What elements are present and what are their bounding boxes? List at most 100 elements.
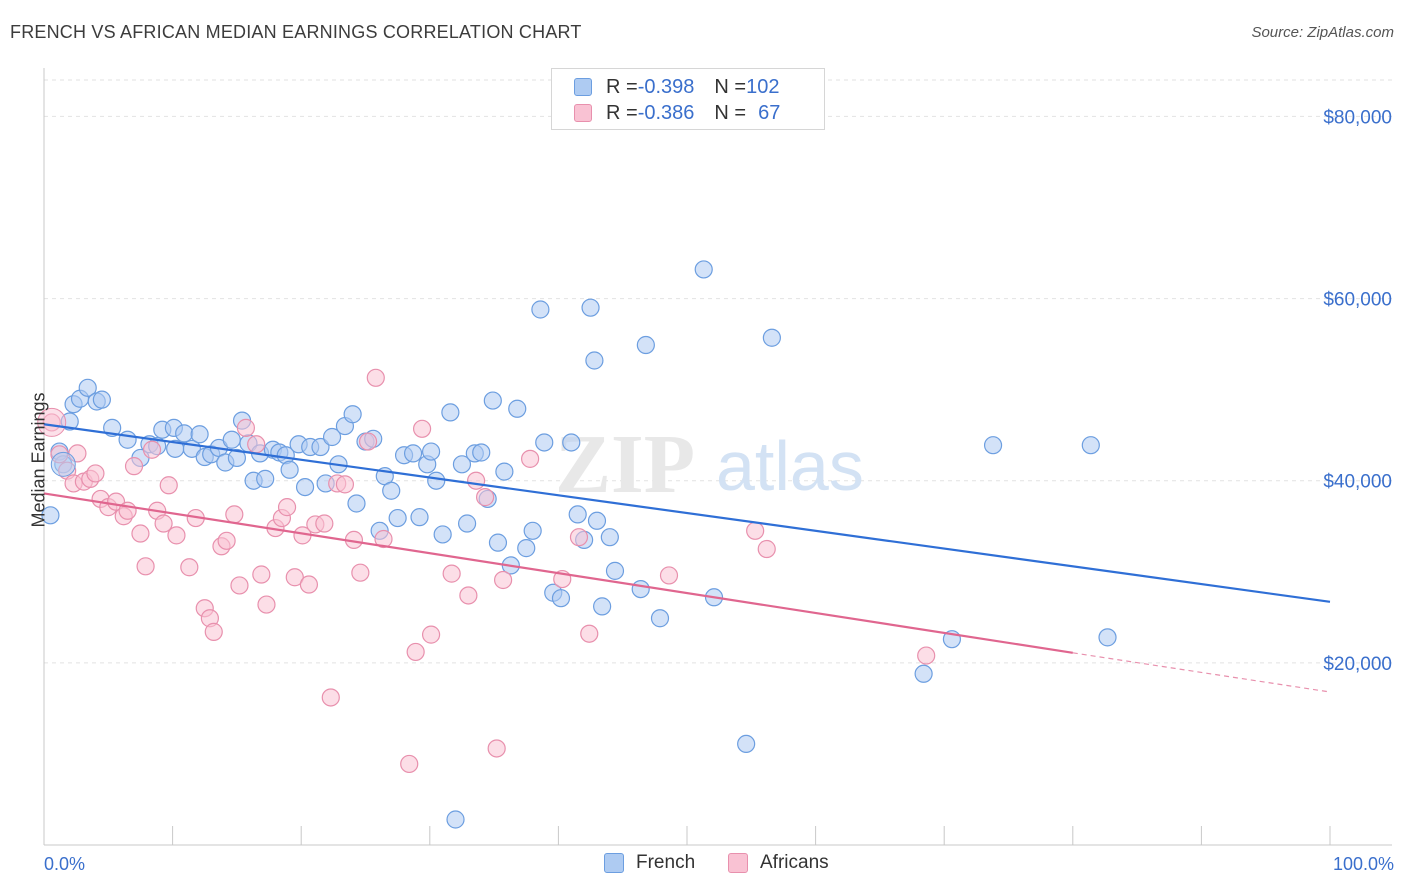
- africans-legend-label: Africans: [760, 852, 829, 873]
- africans-point: [217, 531, 236, 550]
- africans-point: [442, 564, 461, 583]
- french-point: [587, 511, 607, 530]
- africans-point: [180, 558, 199, 577]
- africans-point: [475, 488, 495, 507]
- french-point: [495, 462, 514, 481]
- y-axis-label: Median Earnings: [28, 392, 49, 528]
- french-point: [92, 390, 111, 409]
- africans-point: [142, 440, 162, 459]
- x-tick-label: 0.0%: [44, 854, 85, 874]
- y-tick-label: $80,000: [1323, 107, 1392, 128]
- africans-point: [351, 563, 370, 582]
- french-point: [737, 734, 756, 754]
- africans-point: [366, 368, 385, 387]
- africans-swatch: [574, 104, 592, 122]
- french-point: [441, 403, 460, 422]
- french-point: [118, 430, 137, 449]
- french-point: [190, 425, 209, 444]
- africans-point: [230, 576, 249, 595]
- french-point: [343, 405, 362, 424]
- africans-point: [236, 418, 256, 437]
- french-point: [347, 494, 366, 513]
- r-value: -0.398: [637, 75, 695, 98]
- french-legend-label: French: [636, 852, 696, 873]
- french-swatch: [574, 78, 592, 96]
- french-point: [311, 437, 330, 457]
- french-point: [562, 433, 581, 452]
- africans-trend-extension: [1072, 652, 1331, 693]
- n-label: N =: [714, 101, 747, 124]
- y-tick-label: $40,000: [1323, 472, 1392, 493]
- french-point: [605, 561, 625, 580]
- y-tick-label: $20,000: [1323, 654, 1392, 675]
- africans-point: [569, 528, 589, 547]
- french-point: [472, 443, 491, 462]
- french-point: [410, 508, 429, 527]
- africans-point: [746, 521, 765, 540]
- french-point: [382, 481, 401, 500]
- legend-row-french: R = -0.398 N = 102: [574, 75, 779, 99]
- french-point: [983, 436, 1003, 455]
- french-point: [762, 328, 781, 347]
- africans-point: [406, 642, 425, 662]
- french-point: [452, 455, 472, 474]
- africans-point: [247, 435, 266, 454]
- french-point: [388, 508, 407, 528]
- africans-point: [321, 688, 340, 707]
- africans-point: [521, 449, 540, 468]
- r-label: R =: [606, 75, 638, 98]
- correlation-legend: R = -0.398 N = 102 R = -0.386 N = 67: [551, 68, 825, 130]
- r-value: -0.386: [637, 101, 695, 124]
- africans-point: [299, 575, 319, 594]
- n-label: N =: [714, 75, 747, 98]
- africans-point: [358, 432, 378, 451]
- africans-point: [131, 524, 150, 543]
- n-value: 102: [746, 75, 780, 98]
- french-point: [650, 609, 670, 628]
- french-point: [636, 335, 655, 355]
- africans-point: [136, 557, 155, 576]
- africans-legend-swatch: [728, 853, 748, 873]
- french-point: [446, 810, 465, 829]
- french-point: [508, 399, 527, 418]
- french-point: [585, 351, 604, 370]
- french-point: [535, 433, 554, 452]
- chart-source: Source: ZipAtlas.com: [1251, 24, 1394, 41]
- africans-point: [494, 570, 513, 590]
- africans-point: [917, 646, 936, 665]
- series-legend: French Africans: [0, 852, 1406, 876]
- french-point: [78, 378, 97, 397]
- africans-point: [154, 514, 173, 533]
- africans-point: [159, 476, 178, 495]
- africans-point: [400, 754, 419, 774]
- africans-point: [374, 529, 393, 549]
- africans-point: [487, 739, 506, 758]
- africans-point: [167, 526, 186, 545]
- french-point: [593, 597, 612, 616]
- french-point: [1098, 628, 1117, 647]
- french-point: [914, 664, 933, 683]
- french-point: [483, 391, 502, 410]
- french-legend-swatch: [604, 853, 624, 873]
- french-point: [551, 589, 571, 608]
- africans-point: [421, 625, 441, 644]
- watermark-atlas: atlas: [716, 427, 864, 505]
- africans-point: [37, 407, 67, 437]
- africans-point: [459, 586, 478, 605]
- legend-item-french[interactable]: French: [604, 852, 695, 874]
- africans-point: [580, 624, 599, 643]
- french-point: [50, 451, 76, 477]
- legend-item-africans[interactable]: Africans: [728, 852, 829, 874]
- watermark-zip: ZIP: [555, 418, 695, 511]
- r-label: R =: [606, 101, 638, 124]
- africans-trend-line: [43, 492, 1073, 654]
- french-point: [631, 579, 650, 599]
- africans-point: [466, 471, 486, 490]
- africans-point: [225, 505, 244, 524]
- french-point: [694, 260, 713, 279]
- french-point: [523, 521, 542, 540]
- africans-point: [285, 568, 304, 587]
- french-point: [280, 460, 299, 479]
- africans-point: [204, 622, 223, 641]
